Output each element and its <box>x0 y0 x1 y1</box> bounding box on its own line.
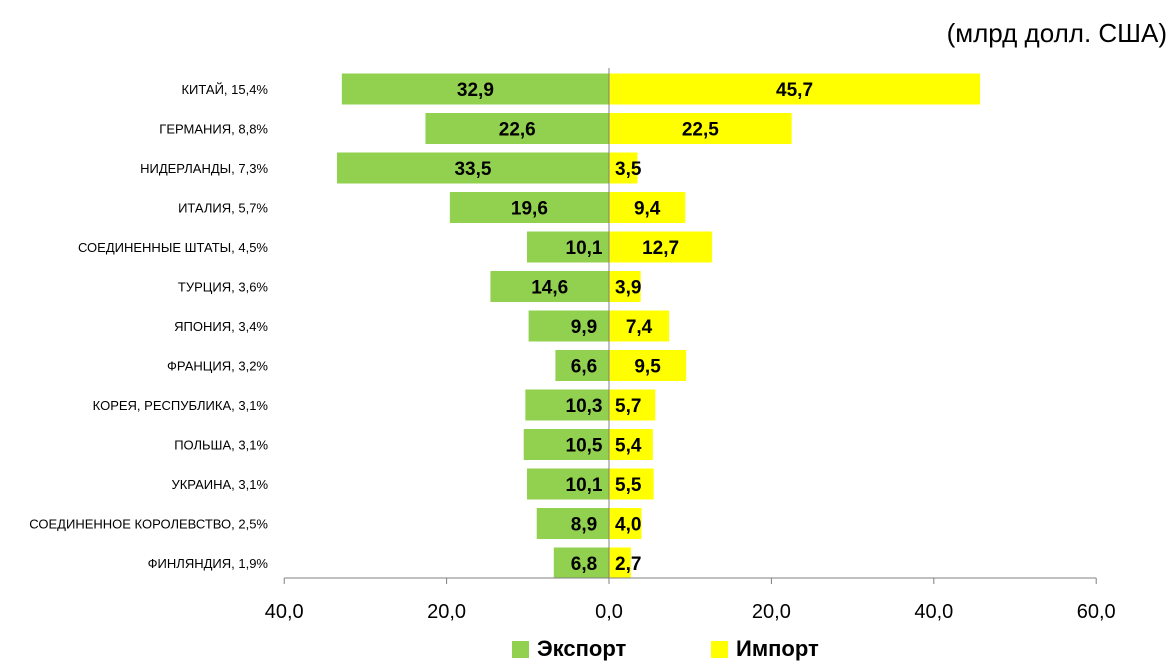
data-label-export: 19,6 <box>511 199 548 220</box>
category-label: ПОЛЬША, 3,1% <box>174 438 268 453</box>
category-label: УКРАИНА, 3,1% <box>171 477 268 492</box>
category-label: КОРЕЯ, РЕСПУБЛИКА, 3,1% <box>93 398 269 413</box>
x-tick-label: 60,0 <box>1077 601 1116 623</box>
data-label-export: 10,5 <box>566 436 603 457</box>
category-label: СОЕДИНЕННОЕ КОРОЛЕВСТВО, 2,5% <box>29 517 268 532</box>
bar-import <box>609 271 641 302</box>
bar-export <box>526 231 609 263</box>
category-label: НИДЕРЛАНДЫ, 7,3% <box>140 161 268 176</box>
category-label: ТУРЦИЯ, 3,6% <box>178 280 269 295</box>
legend: Экспорт Импорт <box>0 632 1175 668</box>
bar-export <box>526 468 609 500</box>
legend-item-import: Импорт <box>711 636 819 662</box>
data-label-import: 4,0 <box>615 515 641 536</box>
data-label-import: 3,5 <box>615 159 642 180</box>
data-label-export: 10,3 <box>566 396 603 417</box>
bar-import <box>609 152 638 184</box>
category-label: СОЕДИНЕННЫЕ ШТАТЫ, 4,5% <box>78 240 268 255</box>
data-label-export: 9,9 <box>571 317 597 338</box>
axis-layer: 40,0 20,0 0,0 20,0 40,0 60,0 <box>265 68 1116 623</box>
data-label-export: 6,6 <box>571 357 597 378</box>
bar-export <box>553 547 609 579</box>
data-label-import: 5,7 <box>615 396 641 417</box>
category-label: ФИНЛЯНДИЯ, 1,9% <box>148 556 269 571</box>
data-label-export: 10,1 <box>566 238 603 259</box>
bar-export <box>525 389 609 421</box>
bar-export <box>425 113 609 144</box>
legend-label-export: Экспорт <box>537 636 627 661</box>
bar-export <box>528 310 609 342</box>
x-tick-label: 40,0 <box>265 601 304 623</box>
legend-label-import: Импорт <box>736 636 819 661</box>
bar-export <box>341 73 609 105</box>
bar-import <box>609 113 792 144</box>
category-label: ФРАНЦИЯ, 3,2% <box>167 359 268 374</box>
bar-import <box>609 547 631 579</box>
bar-import <box>609 508 642 539</box>
unit-label: (млрд долл. США) <box>946 18 1167 48</box>
bar-import <box>609 310 670 342</box>
bar-import <box>609 73 981 105</box>
bar-import <box>609 192 686 223</box>
data-label-import: 5,4 <box>615 436 642 457</box>
category-label: ГЕРМАНИЯ, 8,8% <box>159 122 268 137</box>
data-label-import: 5,5 <box>615 475 642 496</box>
bar-export <box>555 350 609 381</box>
x-tick-label: 20,0 <box>752 601 791 623</box>
data-label-export: 22,6 <box>499 120 536 141</box>
chart-plot: 40,0 20,0 0,0 20,0 40,0 60,0 КИТАЙ, 15,4% 32,9… <box>29 68 1116 623</box>
data-label-export: 14,6 <box>531 278 568 299</box>
bar-export <box>490 271 609 302</box>
data-label-export: 33,5 <box>454 159 491 180</box>
legend-swatch-import <box>711 640 728 658</box>
data-label-import: 2,7 <box>615 554 641 575</box>
bar-export <box>536 508 609 539</box>
bar-import <box>609 350 687 381</box>
bar-import <box>609 231 713 263</box>
category-label: ИТАЛИЯ, 5,7% <box>178 201 268 216</box>
labels-layer: КИТАЙ, 15,4% 32,9 45,7 ГЕРМАНИЯ, 8,8% 22,6 22… <box>29 80 813 575</box>
x-tick-label: 40,0 <box>914 601 953 623</box>
data-label-import: 9,5 <box>634 357 661 378</box>
x-tick-label: 20,0 <box>427 601 466 623</box>
data-label-import: 3,9 <box>615 278 641 299</box>
data-label-export: 6,8 <box>571 554 597 575</box>
bar-import <box>609 389 656 421</box>
data-label-import: 7,4 <box>626 317 653 338</box>
category-label: ЯПОНИЯ, 3,4% <box>174 319 268 334</box>
data-label-import: 12,7 <box>642 238 679 259</box>
bar-import <box>609 429 653 460</box>
data-label-export: 10,1 <box>566 475 603 496</box>
data-label-export: 8,9 <box>571 515 597 536</box>
category-label: КИТАЙ, 15,4% <box>181 82 268 97</box>
bar-export <box>449 192 609 223</box>
bars-layer <box>336 73 981 579</box>
data-label-import: 22,5 <box>682 120 719 141</box>
legend-swatch-export <box>512 640 529 658</box>
data-label-import: 9,4 <box>634 199 661 220</box>
data-label-import: 45,7 <box>776 80 813 101</box>
bar-import <box>609 468 654 500</box>
bar-export <box>523 429 609 460</box>
x-tick-label: 0,0 <box>595 601 623 623</box>
legend-item-export: Экспорт <box>512 636 626 662</box>
data-label-export: 32,9 <box>457 80 494 101</box>
bar-export <box>336 152 609 184</box>
